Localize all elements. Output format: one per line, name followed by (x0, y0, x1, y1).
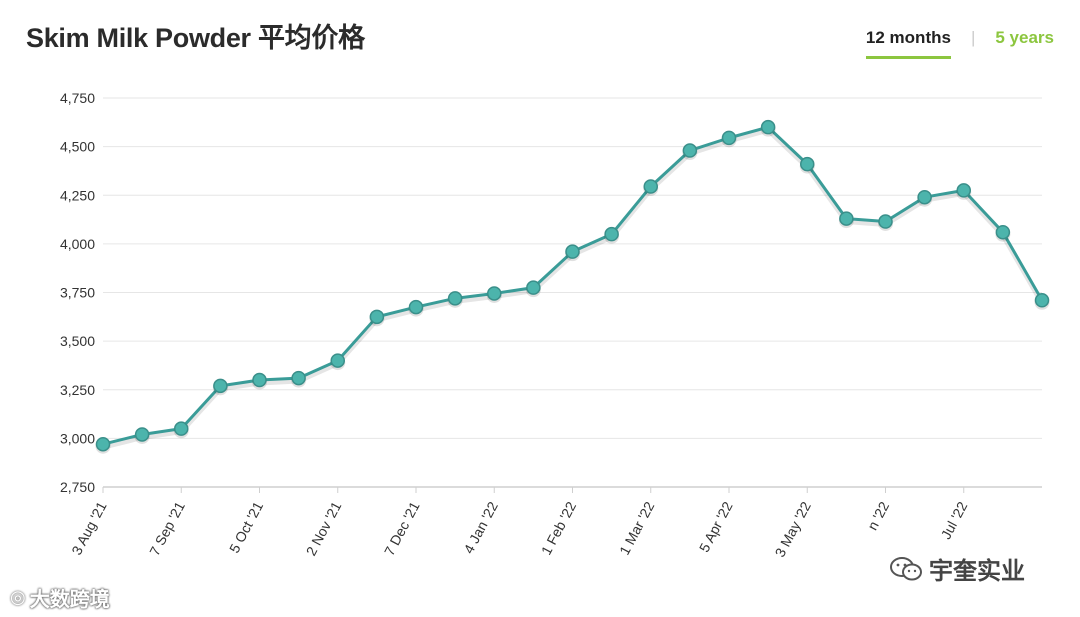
x-tick-label: 5 Apr '22 (696, 499, 736, 555)
data-point[interactable] (604, 226, 619, 242)
data-point[interactable] (682, 143, 698, 158)
x-tick-label: 4 Jan '22 (460, 499, 501, 556)
data-point[interactable] (487, 286, 502, 301)
y-tick-label: 3,500 (60, 333, 95, 349)
watermark-right: 宇奎实业 (885, 551, 1029, 586)
data-point[interactable] (565, 244, 580, 259)
wechat-logo-icon (889, 556, 923, 582)
weibo-logo-icon: ◎ (10, 587, 26, 607)
data-point[interactable] (643, 179, 658, 194)
x-tick-label: Jul '22 (937, 499, 970, 542)
toggle-separator: | (970, 28, 976, 47)
chart-title: Skim Milk Powder 平均价格 (26, 23, 365, 53)
y-tick-label: 4,250 (60, 187, 95, 203)
x-tick-label: 7 Dec '21 (381, 499, 423, 559)
y-tick-label: 3,000 (60, 430, 95, 446)
x-tick-label: 1 Feb '22 (538, 499, 579, 558)
data-point[interactable] (447, 291, 463, 306)
y-tick-label: 4,000 (60, 236, 95, 252)
y-tick-label: 4,500 (60, 139, 95, 155)
y-axis-ticks: 2,750 3,000 3,250 3,500 3,750 4,000 4,250 4,500… (60, 90, 95, 495)
watermark-left-text: 大数跨境 (29, 589, 110, 611)
series-line (102, 125, 1044, 446)
data-point[interactable] (408, 299, 424, 315)
data-point[interactable] (330, 353, 345, 368)
y-tick-label: 3,750 (60, 285, 95, 301)
grid-lines (103, 97, 1042, 488)
x-tick-label: 1 Mar '22 (616, 499, 657, 558)
data-point[interactable] (721, 130, 737, 146)
series-layer (95, 119, 1050, 454)
data-point[interactable] (291, 370, 306, 386)
data-point[interactable] (526, 280, 541, 295)
x-tick-label: 5 Oct '21 (226, 499, 266, 556)
data-point[interactable] (760, 119, 776, 135)
data-point[interactable] (369, 309, 385, 325)
watermark-right-text: 宇奎实业 (929, 558, 1025, 585)
time-range-toggle: 12 months | 5 years (865, 28, 1054, 59)
data-point[interactable] (878, 214, 893, 229)
data-point[interactable] (917, 189, 932, 205)
data-point[interactable] (995, 224, 1011, 240)
y-tick-label: 3,250 (60, 382, 95, 398)
tab-12-months[interactable]: 12 months (865, 28, 951, 59)
x-tick-label: n '22 (864, 499, 892, 533)
y-tick-label: 2,750 (60, 479, 95, 495)
data-point[interactable] (956, 183, 971, 198)
y-tick-label: 4,750 (60, 90, 95, 106)
watermark-left: ◎ 大数跨境 (10, 583, 110, 612)
data-point[interactable] (95, 436, 111, 452)
data-point[interactable] (252, 372, 267, 388)
data-point[interactable] (213, 378, 228, 394)
x-axis-ticks: 3 Aug '21 7 Sep '21 5 Oct '21 2 Nov '21 7 De… (68, 487, 970, 560)
x-tick-label: 2 Nov '21 (303, 499, 345, 559)
x-tick-label: 3 May '22 (771, 499, 814, 560)
tab-5-years[interactable]: 5 years (995, 28, 1054, 47)
x-tick-label: 3 Aug '21 (68, 499, 109, 558)
data-point[interactable] (134, 427, 150, 442)
data-point[interactable] (174, 421, 189, 436)
data-point[interactable] (1034, 293, 1050, 308)
series-line-shadow (102, 127, 1045, 450)
x-tick-label: 7 Sep '21 (146, 499, 188, 559)
data-point[interactable] (800, 156, 815, 172)
data-point[interactable] (839, 211, 854, 226)
